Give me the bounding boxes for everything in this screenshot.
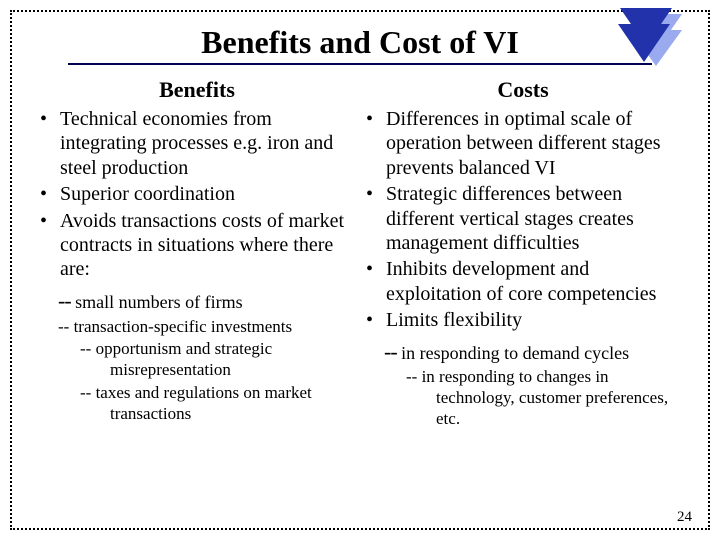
bullet-icon: • <box>38 107 60 180</box>
corner-triangles-icon <box>602 6 692 68</box>
costs-sublist: -- in responding to demand cycles -- in … <box>364 339 682 430</box>
bullet-icon: • <box>364 257 386 306</box>
bullet-icon: • <box>38 209 60 282</box>
list-item: -- in responding to changes in technolog… <box>384 367 682 429</box>
slide-title: Benefits and Cost of VI <box>68 24 652 65</box>
list-item: • Technical economies from integrating p… <box>38 107 356 180</box>
benefits-column: Benefits • Technical economies from inte… <box>38 77 356 432</box>
costs-column: Costs • Differences in optimal scale of … <box>364 77 682 432</box>
list-item: -- transaction-specific investments <box>58 317 356 338</box>
benefits-heading: Benefits <box>38 77 356 103</box>
list-item: -- opportunism and strategic misrepresen… <box>58 339 356 380</box>
columns: Benefits • Technical economies from inte… <box>38 77 682 432</box>
page-number: 24 <box>677 509 692 526</box>
list-item: -- taxes and regulations on market trans… <box>58 383 356 424</box>
bullet-icon: • <box>364 182 386 255</box>
list-item: • Inhibits development and exploitation … <box>364 257 682 306</box>
list-item: • Avoids transactions costs of market co… <box>38 209 356 282</box>
bullet-icon: • <box>364 308 386 332</box>
bullet-text: Superior coordination <box>60 182 356 206</box>
bullet-icon: • <box>38 182 60 206</box>
bullet-text: Technical economies from integrating pro… <box>60 107 356 180</box>
list-item: -- in responding to demand cycles <box>384 339 682 366</box>
bullet-text: Strategic differences between different … <box>386 182 682 255</box>
costs-heading: Costs <box>364 77 682 103</box>
list-item: • Superior coordination <box>38 182 356 206</box>
sub-text: small numbers of firms <box>75 292 242 312</box>
sub-text: in responding to demand cycles <box>401 343 629 363</box>
list-item: • Strategic differences between differen… <box>364 182 682 255</box>
slide-content: Benefits and Cost of VI Benefits • Techn… <box>10 10 710 530</box>
list-item: • Limits flexibility <box>364 308 682 332</box>
bullet-text: Differences in optimal scale of operatio… <box>386 107 682 180</box>
bullet-text: Inhibits development and exploitation of… <box>386 257 682 306</box>
list-item: • Differences in optimal scale of operat… <box>364 107 682 180</box>
benefits-sublist: -- small numbers of firms -- transaction… <box>38 288 356 425</box>
bullet-icon: • <box>364 107 386 180</box>
bullet-text: Limits flexibility <box>386 308 682 332</box>
list-item: -- small numbers of firms <box>58 288 356 315</box>
bullet-text: Avoids transactions costs of market cont… <box>60 209 356 282</box>
